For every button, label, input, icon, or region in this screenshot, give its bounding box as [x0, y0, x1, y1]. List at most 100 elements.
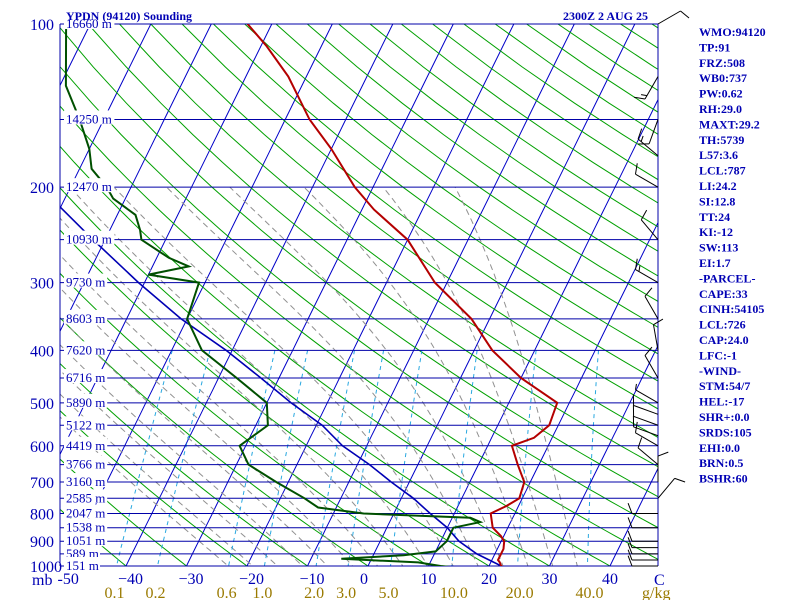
sounding-index: BSHR:60 [699, 472, 748, 486]
pressure-tick-label: 200 [30, 180, 54, 197]
wind-barb [644, 346, 659, 379]
dry-adiabat-line [60, 317, 369, 566]
temperature-tick-label: −30 [179, 571, 204, 588]
mixing-ratio-tick-label: 20.0 [506, 585, 534, 600]
sounding-index: CAP:24.0 [699, 333, 749, 347]
height-label: 7620 m [66, 342, 105, 357]
moist-adiabat-line [303, 186, 529, 566]
pressure-tick-label: 700 [30, 475, 54, 492]
dry-adiabat-line [60, 409, 248, 566]
sounding-index: EHI:0.0 [699, 441, 740, 455]
wind-barb-staff [640, 219, 659, 241]
mixing-ratio-tick-label: 1.0 [252, 585, 272, 600]
dry-adiabat-line [87, 24, 658, 468]
mixing-ratio-tick-label: 40.0 [575, 585, 603, 600]
valid-time: 2300Z 2 AUG 25 [563, 9, 648, 23]
sounding-index: MAXT:29.2 [699, 117, 760, 131]
dry-adiabat-line [588, 24, 658, 70]
height-label: 1051 m [66, 533, 105, 548]
wind-barb-flag [653, 318, 664, 326]
moist-adiabat-line [69, 186, 429, 566]
sounding-index: TP:91 [699, 40, 730, 54]
isotherm-line [246, 24, 515, 566]
pressure-tick-label: 500 [30, 396, 54, 413]
height-label: 5890 m [66, 395, 105, 410]
wind-barb-flag [644, 287, 653, 297]
wind-barb-flag [627, 530, 633, 542]
wind-barb [627, 503, 658, 514]
pressure-tick-label: 400 [30, 343, 54, 360]
wind-barb-staff [633, 415, 659, 426]
sounding-index: TT:24 [699, 210, 730, 224]
dry-adiabat-line [306, 24, 658, 277]
dry-adiabat-line [463, 24, 658, 158]
height-label: 5122 m [66, 417, 105, 432]
height-label: 2585 m [66, 490, 105, 505]
sounding-index: RH:29.0 [699, 102, 742, 116]
wind-barb-flag [644, 346, 653, 356]
moist-adiabat-line [382, 186, 554, 566]
moist-adiabat-line [60, 344, 304, 566]
sounding-index: SW:113 [699, 241, 738, 255]
wind-barb-staff [648, 119, 659, 145]
height-label-bg [64, 230, 115, 245]
dry-adiabat-line [60, 65, 658, 529]
wind-barb-flag [627, 543, 633, 555]
height-label: 8603 m [66, 311, 105, 326]
background-grid [60, 24, 658, 566]
dry-adiabat-line [494, 24, 658, 135]
moist-adiabat-line [454, 186, 578, 566]
sounding-index: -PARCEL- [699, 271, 755, 285]
x-axis-unit-label: C [654, 572, 665, 589]
height-label-bg [64, 416, 108, 431]
height-label: 1538 m [66, 520, 105, 535]
wind-barb [634, 421, 659, 447]
height-label-bg [64, 15, 115, 29]
mixing-ratio-tick-label: 0.2 [146, 585, 166, 600]
wind-barb [627, 543, 658, 555]
wind-barb-half-flag [634, 383, 637, 390]
height-label-bg [64, 369, 108, 384]
mixing-ratio-tick-label: 0.1 [104, 585, 124, 600]
wind-barbs [627, 10, 690, 567]
mixing-ratio-tick-label: 3.0 [336, 585, 356, 600]
dry-adiabat-line [338, 24, 658, 252]
y-axis-unit-label: mb [32, 572, 52, 589]
wind-barb-staff [633, 404, 659, 415]
wind-barb [657, 451, 669, 483]
wind-barb-half-flag [640, 135, 644, 142]
wind-barb [640, 209, 659, 241]
mixing-ratio-tick-label: 2.0 [304, 585, 324, 600]
height-label: 9730 m [66, 275, 105, 290]
wind-barb-staff [644, 76, 659, 100]
height-label-bg [64, 309, 108, 324]
sounding-index: TH:5739 [699, 133, 744, 147]
wind-barb-flag [627, 549, 633, 561]
height-label-bg [64, 455, 108, 470]
dry-adiabat-line [181, 24, 658, 382]
height-label: 14250 m [66, 111, 112, 126]
temperature-tick-label: 20 [481, 571, 497, 588]
temperature-tick-label: −40 [118, 571, 143, 588]
height-label-bg [64, 557, 100, 571]
isotherm-line [427, 98, 658, 566]
height-label: 151 m [66, 558, 99, 573]
sounding-index: LCL:726 [699, 318, 746, 332]
moist-adiabat-line [60, 217, 404, 566]
sounding-index: SI:12.8 [699, 194, 735, 208]
sounding-index: STM:54/7 [699, 379, 750, 393]
wind-barb [627, 555, 658, 567]
height-label-bg [64, 273, 108, 288]
wind-barb [634, 383, 659, 404]
moist-adiabat-line [166, 186, 479, 566]
sounding-index: WB0:737 [699, 71, 747, 85]
wind-barb [652, 318, 664, 351]
wind-barb-flag [640, 209, 648, 221]
dewpoint-trace [64, 24, 484, 566]
isotherm-line [609, 467, 658, 566]
temperature-tick-label: 40 [602, 571, 618, 588]
wind-barb-flag [627, 517, 633, 528]
dry-adiabat-line [60, 229, 490, 566]
dry-adiabat-line [60, 26, 658, 498]
